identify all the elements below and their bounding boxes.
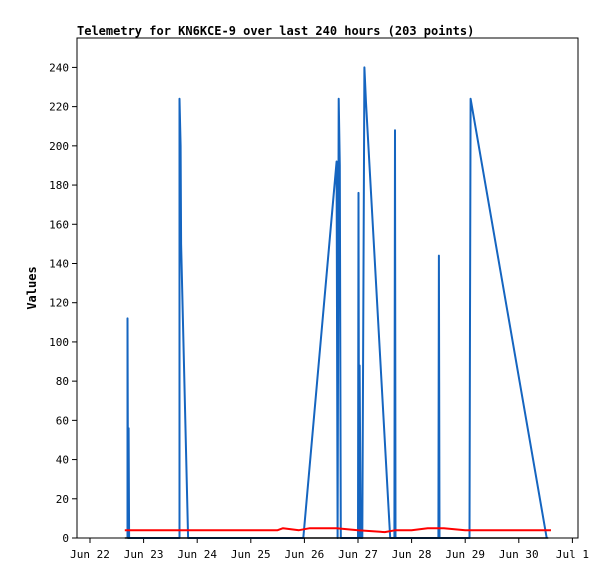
y-tick-label: 120 [49,297,69,310]
x-tick-label: Jun 25 [231,548,271,561]
y-tick-label: 20 [56,493,69,506]
chart-title: Telemetry for KN6KCE-9 over last 240 hou… [77,24,474,38]
y-tick-label: 140 [49,257,69,270]
x-tick-label: Jun 23 [124,548,164,561]
y-tick-label: 60 [56,414,69,427]
y-tick-label: 80 [56,375,69,388]
y-tick-label: 220 [49,101,69,114]
y-tick-label: 0 [62,532,69,545]
series-line-1 [126,66,548,539]
y-axis: 0 20 40 60 80 100 120 140 160 180 200 220 240 [49,61,77,545]
series-layer [124,66,551,539]
y-tick-label: 180 [49,179,69,192]
x-tick-label: Jul 1 [556,548,589,561]
x-tick-label: Jun 22 [70,548,110,561]
x-tick-label: Jun 24 [177,548,217,561]
y-tick-label: 40 [56,454,69,467]
y-axis-title: Values [25,266,39,309]
x-axis: Jun 22 Jun 23 Jun 24 Jun 25 Jun 26 Jun 27 Jun … [70,538,589,561]
x-tick-label: Jun 29 [445,548,485,561]
y-tick-label: 240 [49,61,69,74]
x-tick-label: Jun 30 [499,548,539,561]
x-tick-label: Jun 26 [285,548,325,561]
y-tick-label: 200 [49,140,69,153]
y-tick-label: 100 [49,336,69,349]
y-tick-label: 160 [49,218,69,231]
series-line-2 [124,527,551,534]
plot-area [76,37,579,539]
x-tick-label: Jun 28 [392,548,432,561]
x-tick-label: Jun 27 [338,548,378,561]
